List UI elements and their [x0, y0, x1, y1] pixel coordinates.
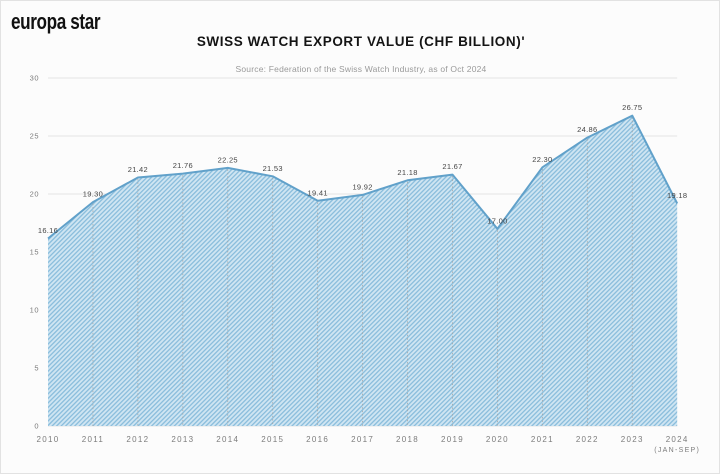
svg-text:19.18: 19.18 — [667, 191, 687, 200]
droplines — [92, 117, 633, 426]
svg-text:19.30: 19.30 — [83, 190, 103, 199]
svg-text:16.16: 16.16 — [38, 226, 58, 235]
svg-text:2016: 2016 — [306, 435, 329, 444]
svg-text:2011: 2011 — [82, 435, 104, 444]
chart-source: Source: Federation of the Swiss Watch In… — [235, 64, 487, 74]
svg-text:2013: 2013 — [171, 435, 194, 444]
svg-text:21.67: 21.67 — [442, 162, 462, 171]
area-series — [48, 115, 678, 426]
svg-text:10: 10 — [30, 306, 39, 315]
svg-text:22.25: 22.25 — [218, 155, 238, 164]
value-labels: 16.16 19.30 21.42 21.76 22.25 21.53 19.41 19.92… — [38, 103, 687, 235]
svg-text:2023: 2023 — [621, 435, 644, 444]
y-axis-tick-labels: 0 5 10 15 20 25 30 — [30, 74, 39, 431]
svg-text:2015: 2015 — [261, 435, 284, 444]
svg-text:2020: 2020 — [486, 435, 509, 444]
svg-text:30: 30 — [30, 74, 39, 83]
svg-text:2010: 2010 — [37, 435, 60, 444]
svg-text:25: 25 — [30, 132, 39, 141]
svg-text:21.18: 21.18 — [397, 168, 417, 177]
svg-text:19.41: 19.41 — [308, 188, 328, 197]
series-outline — [47, 114, 679, 240]
svg-text:21.53: 21.53 — [263, 164, 283, 173]
svg-text:2021: 2021 — [531, 435, 554, 444]
svg-text:2024: 2024 — [666, 435, 689, 444]
svg-text:20: 20 — [30, 190, 39, 199]
svg-text:(JAN-SEP): (JAN-SEP) — [654, 447, 700, 454]
svg-text:2018: 2018 — [396, 435, 419, 444]
x-axis-tick-labels: 2010 2011 2012 2013 2014 2015 2016 2017 2018 2019… — [37, 435, 700, 454]
svg-text:5: 5 — [34, 364, 39, 373]
svg-text:21.76: 21.76 — [173, 161, 193, 170]
svg-text:2014: 2014 — [216, 435, 239, 444]
svg-text:21.42: 21.42 — [128, 165, 148, 174]
svg-text:15: 15 — [30, 248, 39, 257]
svg-text:17.00: 17.00 — [487, 216, 507, 225]
svg-text:26.75: 26.75 — [622, 103, 642, 112]
svg-text:22.30: 22.30 — [532, 155, 552, 164]
chart-title: SWISS WATCH EXPORT VALUE (CHF BILLION)' — [196, 34, 526, 49]
svg-text:2022: 2022 — [576, 435, 599, 444]
svg-text:19.92: 19.92 — [352, 182, 372, 191]
svg-text:0: 0 — [34, 422, 39, 431]
svg-text:2012: 2012 — [126, 435, 149, 444]
brand-logo: europa star — [11, 9, 101, 34]
svg-text:2019: 2019 — [441, 435, 464, 444]
svg-text:2017: 2017 — [351, 435, 374, 444]
svg-text:24.86: 24.86 — [577, 125, 597, 134]
